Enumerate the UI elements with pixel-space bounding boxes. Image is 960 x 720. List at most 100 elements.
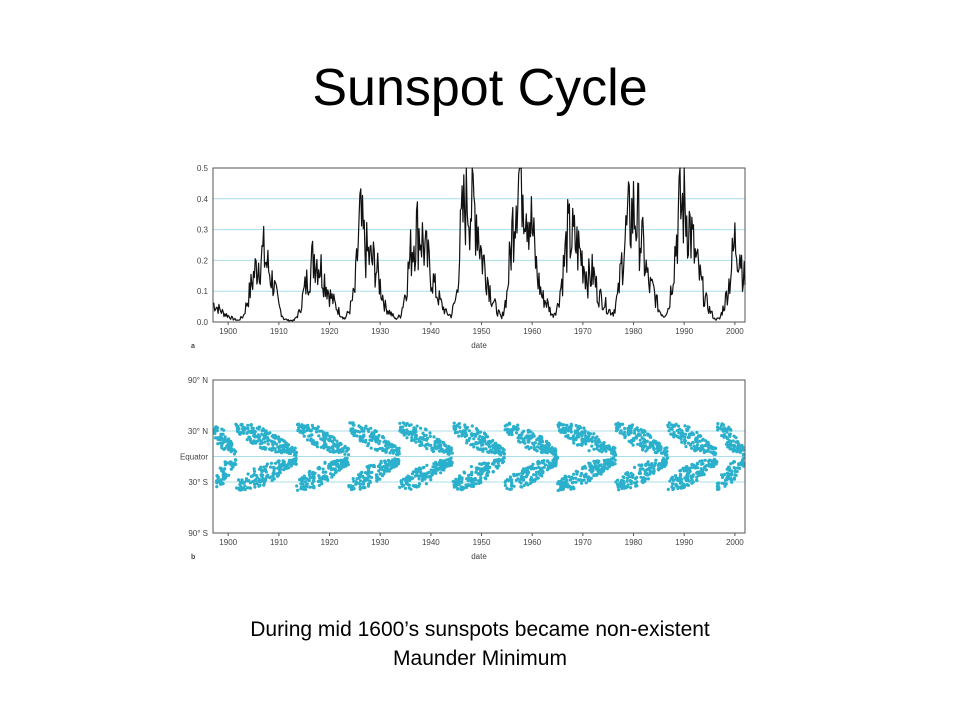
chart-b-point: [358, 485, 362, 489]
chart-b-point: [683, 483, 687, 487]
chart-b-point: [540, 459, 544, 463]
chart-b-point: [699, 467, 703, 471]
chart-b-point: [268, 431, 272, 435]
chart-b-point: [330, 475, 334, 479]
chart-b-point: [271, 471, 275, 476]
chart-b-point: [723, 472, 727, 476]
chart-b-point: [223, 435, 227, 439]
chart-b-point: [291, 449, 295, 453]
chart-b-point: [456, 487, 460, 491]
chart-b-point: [467, 438, 471, 443]
chart-b-point: [652, 467, 656, 471]
chart-b-point: [419, 472, 423, 476]
chart-b-point: [252, 469, 257, 473]
chart-b-point: [274, 442, 278, 446]
chart-b-point: [253, 485, 257, 489]
chart-b-point: [639, 442, 643, 446]
chart-b-point: [221, 482, 225, 486]
chart-b-point: [641, 445, 645, 449]
chart-b-point: [384, 468, 388, 473]
chart-b-point: [213, 436, 218, 440]
chart-b-point: [400, 484, 405, 488]
chart-b-point: [268, 476, 272, 480]
chart-b-point: [335, 439, 339, 443]
chart-b-point: [463, 425, 467, 429]
chart-b-point: [647, 463, 651, 467]
chart-b-point: [484, 477, 488, 481]
chart-b-point: [545, 459, 550, 463]
chart-b-point: [346, 446, 350, 450]
chart-b-point: [474, 427, 479, 431]
chart-a-x-tick-label: 1900: [219, 327, 237, 336]
chart-b-point: [437, 466, 442, 470]
chart-b-point: [686, 435, 691, 440]
chart-b-point: [298, 425, 302, 429]
chart-b-point: [378, 446, 382, 451]
chart-b-point: [356, 481, 360, 485]
chart-b-point: [320, 477, 324, 481]
chart-b-point: [381, 448, 385, 452]
chart-b-point: [302, 474, 306, 478]
chart-b-point: [277, 440, 281, 444]
chart-b-point: [432, 462, 436, 466]
chart-b-point: [425, 436, 430, 440]
chart-b-point: [543, 446, 547, 450]
chart-b-point: [625, 485, 629, 489]
chart-b-point: [335, 458, 339, 463]
chart-b-point: [530, 464, 534, 468]
chart-b-point: [218, 482, 223, 486]
chart-b-point: [243, 484, 247, 488]
chart-b-point: [551, 458, 556, 462]
chart-b-point: [345, 457, 349, 461]
chart-b-point: [587, 432, 591, 436]
chart-b-point: [377, 469, 381, 473]
chart-b-point: [673, 424, 677, 428]
chart-b-point: [643, 472, 647, 476]
chart-b-point: [484, 462, 488, 466]
chart-b-panel-label: b: [191, 554, 195, 561]
chart-b-point: [329, 446, 333, 450]
chart-a-series-line: [212, 167, 746, 322]
chart-b-point: [390, 466, 394, 470]
chart-b-point: [512, 484, 516, 488]
chart-b-point: [721, 423, 726, 427]
chart-b-point: [458, 429, 462, 433]
chart-b-point: [692, 444, 696, 448]
chart-b-point: [379, 459, 383, 463]
chart-b-point: [429, 468, 433, 472]
chart-b-point: [515, 473, 519, 477]
chart-b-point: [569, 430, 573, 434]
chart-b-point: [543, 463, 548, 467]
chart-b-point: [546, 466, 550, 470]
chart-b-point: [406, 476, 410, 480]
chart-b-point: [508, 478, 512, 482]
chart-b-point: [386, 463, 390, 467]
chart-b-point: [565, 434, 569, 439]
chart-b-x-tick-label: 1900: [219, 538, 237, 547]
chart-b-point: [346, 453, 351, 457]
chart-b-point: [708, 458, 712, 462]
chart-b-point: [316, 479, 320, 483]
chart-b-point: [557, 421, 561, 425]
chart-b-point: [728, 432, 732, 436]
chart-b-x-tick-label: 1950: [473, 538, 491, 547]
chart-b-point: [732, 476, 736, 480]
chart-b-point: [355, 477, 359, 481]
chart-b-point: [423, 437, 427, 442]
chart-b-point: [305, 428, 309, 432]
chart-b-point: [728, 427, 733, 432]
chart-b-point: [460, 480, 464, 484]
chart-a-x-tick-label: 1990: [675, 327, 693, 336]
chart-b-point: [351, 477, 355, 481]
chart-b-point: [474, 482, 478, 486]
chart-b-point: [594, 464, 599, 468]
chart-b-point: [564, 482, 568, 486]
chart-b-point: [334, 469, 338, 473]
chart-b-point: [649, 435, 653, 439]
chart-b-point: [607, 461, 611, 465]
chart-b-point: [656, 442, 660, 446]
butterfly-diagram: 90° N 30° N Equator 30° S 90° S 1900 1910 1920…: [180, 376, 746, 561]
chart-b-point: [548, 466, 553, 470]
chart-b-point: [288, 451, 292, 455]
chart-b-point: [582, 426, 586, 430]
